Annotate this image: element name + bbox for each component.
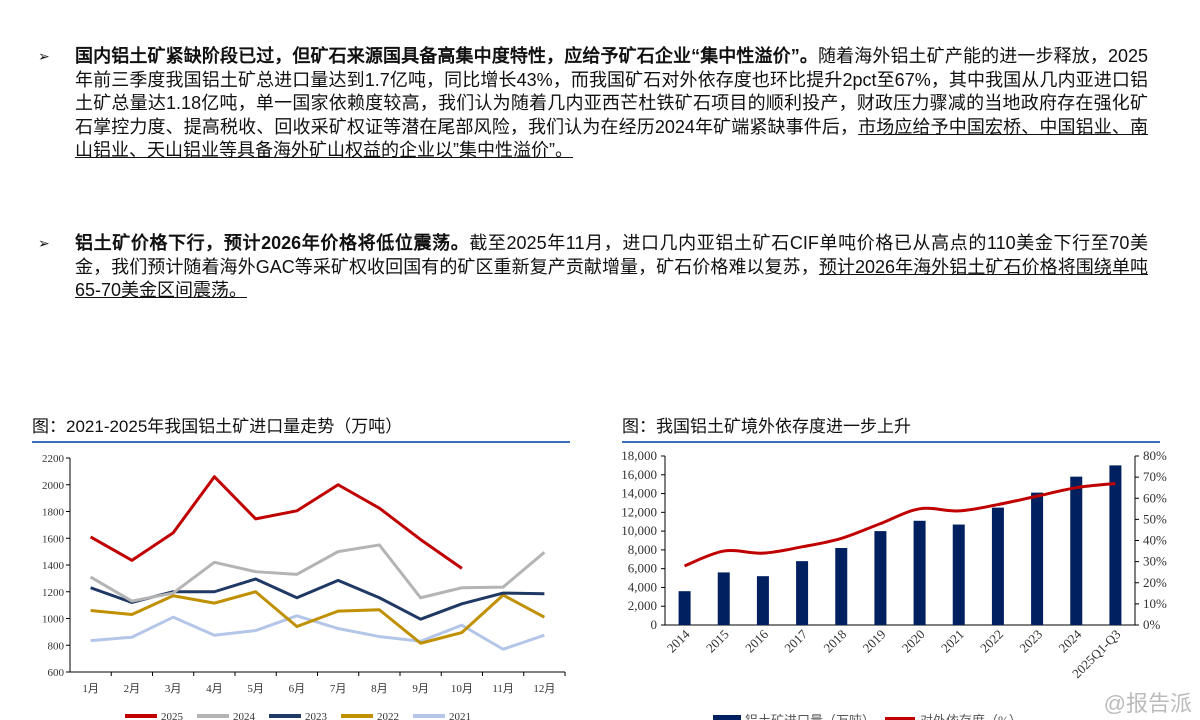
x-tick-label: 5月 (247, 683, 264, 695)
watermark: @报告派 (1103, 691, 1192, 716)
bar-2015 (717, 572, 730, 625)
legend-label-dependency: 对外依存度（%） (920, 713, 1022, 720)
legend-label-2025: 2025 (161, 711, 184, 720)
bullet-icon: ➢ (38, 48, 50, 64)
legend-swatch-imports (713, 715, 741, 720)
y2-tick-label: 50% (1143, 511, 1167, 526)
x-tick-label: 2022 (977, 627, 1006, 656)
bar-2017 (796, 561, 809, 625)
y-tick-label: 2000 (42, 480, 65, 492)
y-tick-label: 2,000 (628, 598, 657, 613)
y2-tick-label: 40% (1143, 533, 1167, 548)
y2-tick-label: 80% (1143, 448, 1167, 463)
series-line-2025 (89, 475, 463, 570)
y2-tick-label: 0% (1143, 617, 1161, 632)
y-tick-label: 14,000 (621, 486, 657, 501)
bullet-icon: ➢ (38, 235, 50, 251)
paragraph-1: ➢ 国内铝土矿紧缺阶段已过，但矿石来源国具备高集中度特性，应给予矿石企业“集中性… (38, 45, 1148, 163)
y-tick-label: 18,000 (621, 448, 657, 463)
y-tick-label: 6,000 (628, 561, 657, 576)
x-tick-label: 11月 (492, 683, 514, 695)
y-tick-label: 1200 (42, 587, 65, 599)
bar-2025Q1-Q3 (1109, 465, 1122, 625)
y-tick-label: 0 (651, 617, 658, 632)
bar-2023 (1031, 492, 1044, 625)
x-tick-label: 6月 (289, 683, 306, 695)
series-line-dependency (684, 481, 1116, 568)
x-tick-label: 3月 (165, 683, 182, 695)
chart-2-title: 图：我国铝土矿境外依存度进一步上升 (622, 412, 1160, 443)
x-tick-label: 2015 (703, 627, 732, 656)
x-tick-label: 2021 (938, 627, 967, 656)
y-tick-label: 16,000 (621, 467, 657, 482)
y2-tick-label: 30% (1143, 554, 1167, 569)
series-line-2022 (90, 590, 546, 645)
x-tick-label: 2017 (781, 626, 810, 655)
x-tick-label: 8月 (371, 683, 388, 695)
para-2-underline: 预计2026年海外铝土矿石价格将围绕单吨65-70美金区间震荡。 (75, 256, 1148, 301)
y2-tick-label: 20% (1143, 575, 1167, 590)
series-line-2023 (90, 577, 545, 621)
y2-tick-label: 60% (1143, 490, 1167, 505)
x-tick-label: 10月 (451, 683, 473, 695)
legend-label-2023: 2023 (305, 711, 328, 720)
x-tick-label: 2018 (820, 627, 849, 656)
para-1-bold: 国内铝土矿紧缺阶段已过，但矿石来源国具备高集中度特性，应给予矿石企业“集中性溢价… (75, 46, 819, 66)
y-tick-label: 1400 (42, 560, 65, 572)
x-tick-label: 2024 (1055, 626, 1084, 655)
bar-2022 (991, 507, 1004, 625)
x-tick-label: 2023 (1016, 627, 1045, 656)
para-1-underline: 市场应给予中国宏桥、中国铝业、南山铝业、天山铝业等具备海外矿山权益的企业以”集中… (75, 116, 1149, 161)
bar-2024 (1070, 476, 1083, 625)
y-tick-label: 1600 (42, 533, 65, 545)
para-1-text: 随着海外铝土矿产能的进一步释放，2025年前三季度我国铝土矿总进口量达到1.7亿… (75, 46, 1148, 137)
x-tick-label: 7月 (330, 683, 347, 695)
y-tick-label: 8,000 (628, 542, 657, 557)
y-tick-label: 1800 (42, 507, 65, 519)
y-tick-label: 4,000 (628, 579, 657, 594)
x-tick-label: 2月 (124, 683, 141, 695)
legend-label-2024: 2024 (233, 711, 256, 720)
legend-label-2022: 2022 (377, 711, 399, 720)
bar-2020 (913, 520, 926, 625)
y-tick-label: 12,000 (621, 504, 657, 519)
x-tick-label: 2020 (899, 627, 928, 656)
x-tick-label: 2014 (664, 626, 693, 655)
bar-2019 (874, 531, 887, 625)
legend-label-imports: 铝土矿进口量（万吨） (745, 713, 875, 720)
bar-2016 (756, 576, 769, 625)
x-tick-label: 12月 (533, 683, 555, 695)
chart-1-title: 图：2021-2025年我国铝土矿进口量走势（万吨） (32, 412, 570, 443)
bar-2018 (835, 548, 848, 625)
x-tick-label: 1月 (82, 683, 99, 695)
series-line-2021 (90, 614, 545, 651)
paragraph-2: ➢ 铝土矿价格下行，预计2026年价格将低位震荡。截至2025年11月，进口几内… (38, 232, 1148, 303)
y-tick-label: 10,000 (621, 523, 657, 538)
y2-tick-label: 70% (1143, 469, 1167, 484)
legend-label-2021: 2021 (449, 711, 471, 720)
y2-tick-label: 10% (1143, 596, 1167, 611)
para-2-bold: 铝土矿价格下行，预计2026年价格将低位震荡。 (75, 233, 470, 253)
y-tick-label: 600 (48, 667, 65, 679)
x-tick-label: 4月 (206, 683, 223, 695)
y-tick-label: 1000 (42, 614, 65, 626)
para-2-text: 截至2025年11月，进口几内亚铝土矿石CIF单吨价格已从高点的110美金下行至… (75, 233, 1148, 277)
series-line-2024 (89, 543, 546, 603)
y-tick-label: 800 (48, 640, 65, 652)
x-tick-label: 9月 (412, 683, 429, 695)
y-tick-label: 2200 (42, 453, 65, 465)
bar-2021 (952, 524, 965, 625)
bar-2014 (678, 591, 691, 625)
x-tick-label: 2019 (860, 627, 889, 656)
x-tick-label: 2016 (742, 626, 771, 655)
